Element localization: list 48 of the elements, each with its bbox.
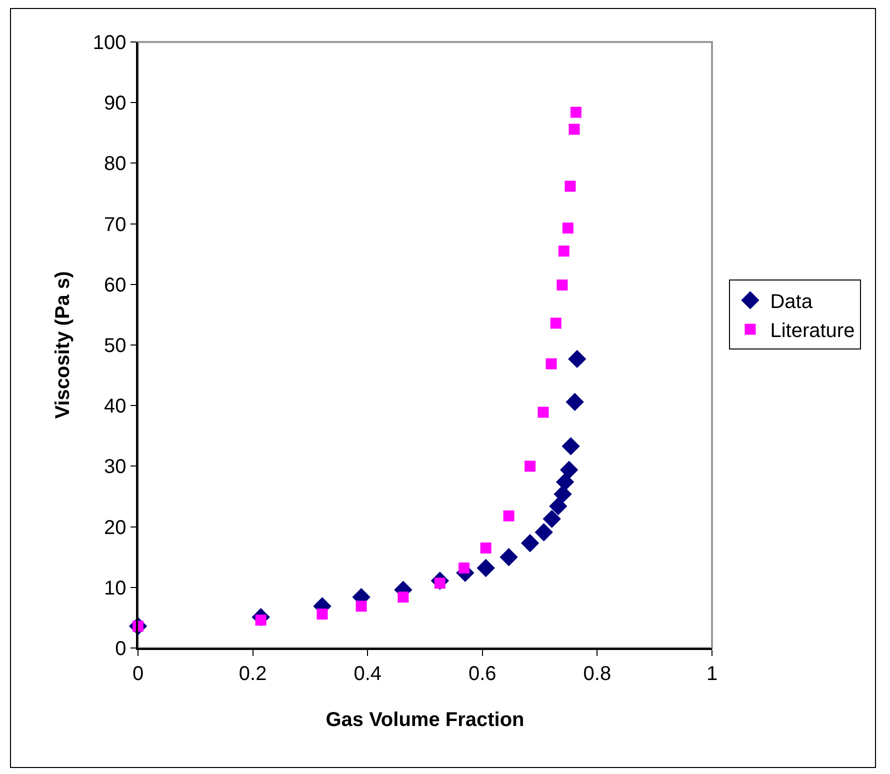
x-tick-label: 0.2 — [238, 662, 267, 685]
point — [476, 558, 495, 578]
point — [520, 534, 540, 552]
point — [560, 460, 578, 479]
point — [316, 608, 328, 620]
y-axis-title: Viscosity (Pa s) — [52, 271, 74, 419]
point — [564, 180, 576, 192]
legend-label: Literature — [770, 320, 855, 342]
point — [534, 523, 553, 542]
point — [556, 472, 574, 492]
y-tick-label: 90 — [104, 92, 126, 115]
x-tick-label: 0 — [132, 662, 144, 685]
x-tick-label: 0.6 — [468, 662, 496, 685]
point — [524, 460, 536, 472]
y-tick-label: 20 — [104, 516, 126, 539]
y-tick-label: 80 — [104, 153, 126, 176]
point — [558, 246, 570, 257]
point — [568, 350, 586, 368]
y-tick-label: 0 — [115, 638, 126, 660]
point — [398, 592, 409, 603]
y-tick-label: 60 — [104, 274, 126, 296]
y-tick-label: 10 — [104, 577, 126, 600]
point — [538, 406, 549, 418]
point — [546, 358, 557, 370]
point — [542, 510, 561, 528]
point — [356, 600, 367, 612]
x-axis-title: Gas Volume Fraction — [326, 708, 524, 731]
point — [562, 222, 574, 234]
point — [562, 437, 580, 456]
point — [500, 548, 518, 566]
point — [566, 392, 584, 412]
point — [550, 318, 562, 329]
x-tick-label: 1 — [706, 662, 718, 685]
point — [503, 510, 514, 522]
y-tick-label: 30 — [104, 456, 126, 478]
point — [570, 106, 582, 118]
y-tick-label: 70 — [104, 214, 126, 236]
point — [549, 497, 568, 516]
legend-label: Data — [770, 291, 814, 313]
point — [480, 542, 492, 554]
y-tick-label: 50 — [104, 335, 126, 357]
y-tick-label: 100 — [92, 32, 126, 54]
x-tick-label: 0.8 — [583, 662, 612, 685]
x-tick-label: 0.4 — [354, 662, 382, 685]
point — [458, 562, 470, 574]
point — [556, 280, 568, 291]
y-tick-label: 40 — [104, 396, 126, 418]
point — [568, 124, 580, 135]
